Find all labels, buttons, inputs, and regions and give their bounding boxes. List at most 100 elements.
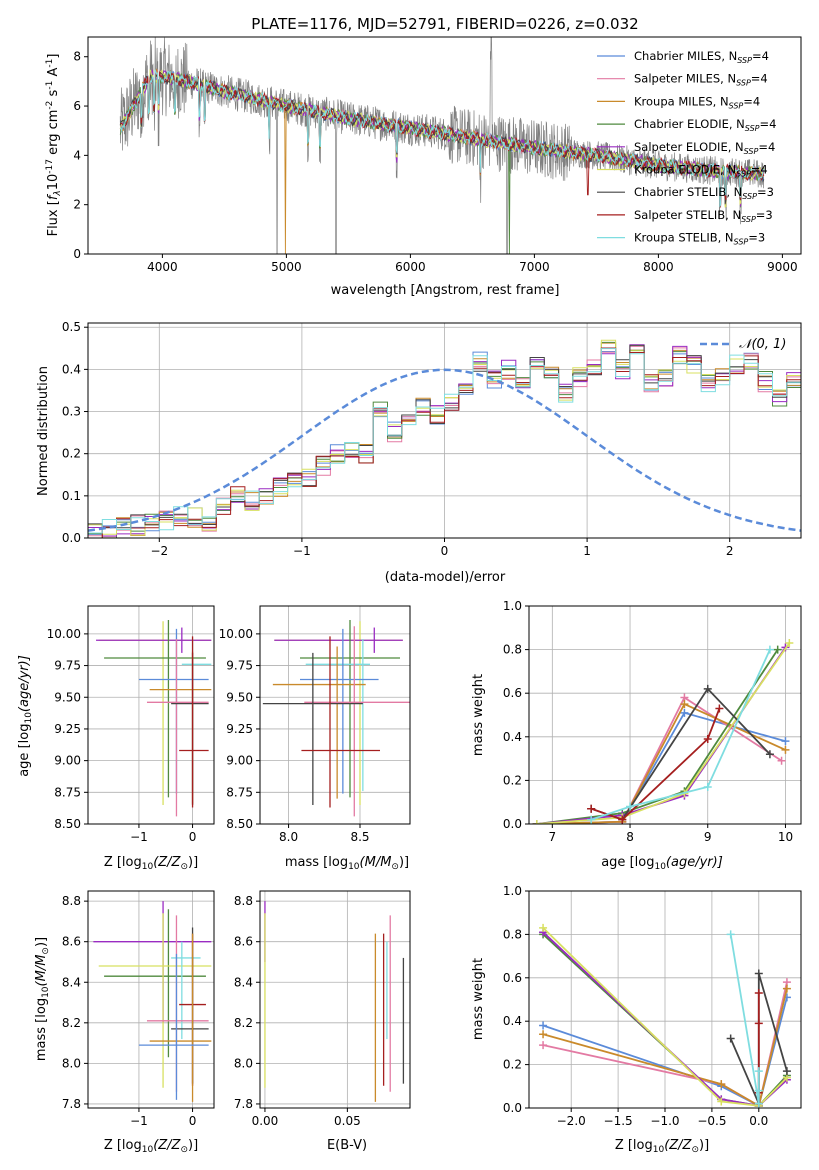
legend-label-chabrier-stelib: Chabrier STELIB, NSSP=3	[634, 185, 774, 201]
x-tick-label: −2	[150, 544, 168, 558]
y-tick-label: 0.0	[62, 531, 81, 545]
point-kroupa-elodie	[785, 639, 794, 648]
point-chabrier-stelib	[765, 750, 774, 759]
y-tick-label: 0.0	[503, 1101, 522, 1115]
plot-area	[93, 901, 212, 1102]
point-kroupa-stelib	[726, 930, 735, 939]
weight-z-panel: −2.0 −1.5 −1.0 −0.5 0.0 0.0 0.2 0.4 0.6 0.8 1.0 Z …	[471, 884, 802, 1155]
x-tick-label: 0.05	[334, 1114, 361, 1128]
y-tick-label: 10.00	[47, 627, 81, 641]
plot-area	[88, 339, 801, 538]
x-tick-label: 2	[726, 544, 734, 558]
point-kroupa-stelib	[587, 815, 596, 824]
axes-frame	[528, 605, 802, 825]
legend-normal-label: 𝒩(0, 1)	[739, 337, 786, 352]
x-tick-label: −1	[130, 1114, 148, 1128]
y-tick-label: 9.00	[54, 754, 81, 768]
model-chabrier-stelib	[119, 72, 765, 206]
point-chabrier-stelib	[754, 969, 763, 978]
y-tick-label: 9.50	[226, 690, 253, 704]
x-tick-label: 0.00	[252, 1114, 279, 1128]
point-kroupa-stelib	[765, 645, 774, 654]
x-tick-label: 6000	[395, 260, 426, 274]
x-tick-label: 9000	[767, 260, 798, 274]
point-kroupa-elodie	[717, 1097, 726, 1106]
y-tick-label: 8.0	[62, 1056, 81, 1070]
point-chabrier-stelib	[703, 684, 712, 693]
mass-z-panel: −1 0 7.8 8.0 8.2 8.4 8.6 8.8 Z [log10(Z/Z⊙)] ma…	[34, 890, 215, 1155]
y-tick-label: 9.75	[226, 659, 253, 673]
point-kroupa-stelib	[754, 1086, 763, 1095]
point-salpeter-stelib	[715, 704, 724, 713]
x-tick-label: 8.0	[279, 830, 298, 844]
x-tick-label: −0.5	[697, 1114, 726, 1128]
legend-label-kroupa-elodie: Kroupa ELODIE, NSSP=4	[634, 163, 768, 179]
x-tick-label: 0	[441, 544, 449, 558]
point-kroupa-miles	[680, 700, 689, 709]
legend-label-salpeter-stelib: Salpeter STELIB, NSSP=3	[634, 208, 773, 224]
y-tick-label: 8.75	[54, 785, 81, 799]
age-z-xlabel: Z [log10(Z/Z⊙)]	[104, 855, 198, 872]
normal-curve	[88, 368, 801, 532]
series-chabrier-miles	[542, 997, 788, 1108]
y-tick-label: 9.75	[54, 659, 81, 673]
weight-age-ylabel: mass weight	[471, 674, 486, 756]
x-tick-label: 0	[189, 830, 197, 844]
y-tick-label: 8.4	[234, 975, 253, 989]
plot-area	[119, 37, 765, 254]
point-salpeter-stelib	[754, 1019, 763, 1028]
x-tick-label: 0	[189, 1114, 197, 1128]
residuals-panel: −2 −1 0 1 2 0.0 0.1 0.2 0.3 0.4 0.5 (data-model)/e…	[36, 320, 802, 585]
x-tick-label: 9	[704, 830, 712, 844]
point-kroupa-stelib	[754, 1099, 763, 1108]
y-tick-label: 0.1	[62, 489, 81, 503]
mass-ebv-xlabel: E(B-V)	[327, 1138, 367, 1153]
point-chabrier-miles	[781, 737, 790, 746]
plot-area	[264, 901, 405, 1102]
weight-age-panel: 7 8 9 10 0.0 0.2 0.4 0.6 0.8 1.0 age [log10(age/y…	[471, 599, 802, 872]
plot-area	[96, 619, 212, 817]
point-salpeter-miles	[539, 1041, 548, 1050]
y-tick-label: 0.5	[62, 320, 81, 334]
y-tick-label: 0	[73, 247, 81, 261]
spectrum-title: PLATE=1176, MJD=52791, FIBERID=0226, z=0…	[251, 15, 638, 33]
point-salpeter-stelib	[703, 734, 712, 743]
y-tick-label: 9.25	[54, 722, 81, 736]
x-tick-label: 7000	[519, 260, 550, 274]
y-tick-label: 0.4	[62, 362, 81, 376]
weight-z-xlabel: Z [log10(Z/Z⊙)]	[615, 1138, 709, 1155]
axes-frame	[259, 605, 411, 825]
point-chabrier-miles	[680, 708, 689, 717]
y-tick-label: 0.8	[503, 643, 522, 657]
y-tick-label: 4	[73, 148, 81, 162]
hist-kroupa-stelib	[88, 348, 801, 534]
x-tick-label: 5000	[271, 260, 302, 274]
legend-label-chabrier-miles: Chabrier MILES, NSSP=4	[634, 49, 769, 65]
y-tick-label: 0.0	[503, 817, 522, 831]
x-tick-label: −2.0	[557, 1114, 586, 1128]
y-tick-label: 0.6	[503, 686, 522, 700]
residuals-ylabel: Normed distribution	[36, 366, 51, 496]
weight-age-xlabel: age [log10(age/yr)]	[601, 855, 723, 872]
mass-z-ylabel: mass [log10(M/M⊙)]	[34, 937, 51, 1061]
y-tick-label: 8.8	[234, 894, 253, 908]
x-tick-label: −1	[130, 830, 148, 844]
point-salpeter-stelib	[618, 815, 627, 824]
y-tick-label: 9.50	[54, 690, 81, 704]
y-tick-label: 9.25	[226, 722, 253, 736]
y-tick-label: 10.00	[219, 627, 253, 641]
y-tick-label: 8.50	[54, 817, 81, 831]
x-tick-label: 8	[626, 830, 634, 844]
y-tick-label: 0.6	[503, 971, 522, 985]
point-kroupa-stelib	[626, 802, 635, 811]
x-tick-label: 1	[583, 544, 591, 558]
y-tick-label: 6	[73, 99, 81, 113]
y-tick-label: 1.0	[503, 884, 522, 898]
point-kroupa-stelib	[703, 782, 712, 791]
axes-frame	[87, 605, 215, 825]
y-tick-label: 1.0	[503, 599, 522, 613]
y-tick-label: 8.8	[62, 894, 81, 908]
axes-frame	[87, 36, 802, 255]
y-tick-label: 8.0	[234, 1056, 253, 1070]
plot-area	[539, 923, 791, 1108]
